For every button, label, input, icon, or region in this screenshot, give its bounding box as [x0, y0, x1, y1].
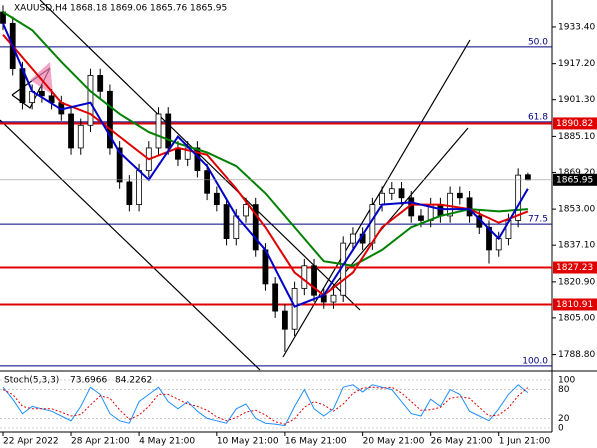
candle-body — [136, 170, 142, 205]
candle-body — [116, 147, 123, 183]
candle-body — [213, 192, 220, 205]
trend-lines — [0, 0, 471, 371]
candle-body — [97, 75, 104, 92]
price-box-label: 1827.23 — [556, 263, 593, 273]
stoch-line — [2, 384, 529, 427]
chart-title: XAUUSD,H4 — [14, 4, 68, 14]
x-tick-label: 20 May 21:00 — [363, 437, 425, 447]
candle-body — [77, 124, 84, 149]
fib-label: 50.0 — [528, 37, 548, 47]
x-tick-label: 28 Apr 21:00 — [71, 437, 130, 447]
y-tick-label: 1869.20 — [558, 168, 595, 178]
title-group: XAUUSD,H4 — [14, 4, 68, 14]
ohlc-value: 1869.06 — [110, 4, 147, 14]
x-tick-label: 26 May 21:00 — [431, 437, 493, 447]
candle-body — [524, 174, 531, 181]
candle-body — [68, 113, 74, 149]
x-tick-label: 1 Jun 21:00 — [499, 437, 551, 447]
stoch-title: Stoch(5,3,3) — [4, 376, 59, 386]
ohlc-value: 1865.76 — [150, 4, 187, 14]
ohlc-value: 1868.18 — [70, 4, 107, 14]
price-box-label: 1890.82 — [556, 119, 593, 129]
price-box — [553, 298, 597, 311]
moving-average — [2, 22, 529, 308]
candle-body — [311, 265, 317, 296]
y-tick-label: 1901.30 — [558, 95, 595, 105]
moving-average — [2, 34, 529, 297]
candle-body — [447, 192, 454, 217]
candle-body — [272, 283, 279, 312]
candle-body — [437, 204, 444, 217]
x-tick-label: 16 May 21:00 — [285, 437, 347, 447]
y-tick-label: 20 — [558, 414, 570, 424]
candle-body — [126, 181, 133, 205]
candle-body — [388, 188, 395, 194]
y-tick-label: 1933.40 — [558, 22, 595, 32]
y-tick-label: 1885.10 — [558, 132, 595, 142]
current-price-box — [553, 173, 597, 186]
trend-line — [0, 119, 261, 371]
y-tick-label: 1837.10 — [558, 241, 595, 251]
fib-label: 100.0 — [522, 356, 548, 366]
ohlc-value: 1865.95 — [190, 4, 227, 14]
fib-label: 61.8 — [528, 112, 548, 122]
candle-body — [281, 310, 288, 330]
candle-body — [107, 90, 113, 149]
y-tick-label: 0 — [558, 424, 564, 434]
candle-body — [184, 147, 191, 160]
moving-average — [2, 11, 528, 267]
candle-body — [515, 174, 522, 221]
stoch-value: 84.2262 — [115, 376, 152, 386]
current-price-label: 1865.95 — [556, 175, 593, 185]
candle-body — [204, 170, 211, 194]
candle-body — [38, 90, 45, 97]
y-tick-label: 100 — [558, 376, 575, 386]
price-box — [553, 117, 597, 130]
price-box — [553, 261, 597, 274]
candle-body — [165, 113, 172, 149]
x-tick-label: 4 May 21:00 — [139, 437, 195, 447]
fib-label: 77.5 — [528, 215, 548, 225]
candle-body — [379, 192, 385, 205]
candle-body — [456, 192, 463, 199]
candle-body — [350, 233, 356, 244]
x-tick-label: 22 Apr 2022 — [3, 437, 59, 447]
candle-body — [398, 188, 405, 199]
price-box-label: 1810.91 — [556, 300, 593, 310]
y-tick-label: 80 — [558, 385, 570, 395]
candle-body — [223, 204, 230, 239]
stoch-line — [2, 386, 529, 425]
candle-body — [291, 288, 298, 330]
candle-body — [243, 204, 249, 217]
candle-body — [87, 75, 94, 126]
stoch-value: 73.6966 — [70, 376, 107, 386]
candle-body — [418, 215, 424, 221]
candle-body — [495, 238, 502, 251]
y-tick-label: 1917.20 — [558, 59, 595, 69]
candle-body — [252, 204, 259, 251]
candle-body — [486, 226, 492, 251]
y-tick-label: 1805.00 — [558, 313, 595, 323]
x-tick-label: 10 May 21:00 — [217, 437, 279, 447]
candle-body — [301, 265, 308, 289]
y-tick-label: 1820.90 — [558, 277, 595, 287]
candle-body — [466, 197, 473, 217]
trend-line — [329, 127, 469, 291]
candle-body — [155, 113, 162, 149]
y-tick-label: 1853.00 — [558, 205, 595, 215]
candle-body — [330, 294, 337, 303]
y-tick-label: 1788.80 — [558, 350, 595, 360]
